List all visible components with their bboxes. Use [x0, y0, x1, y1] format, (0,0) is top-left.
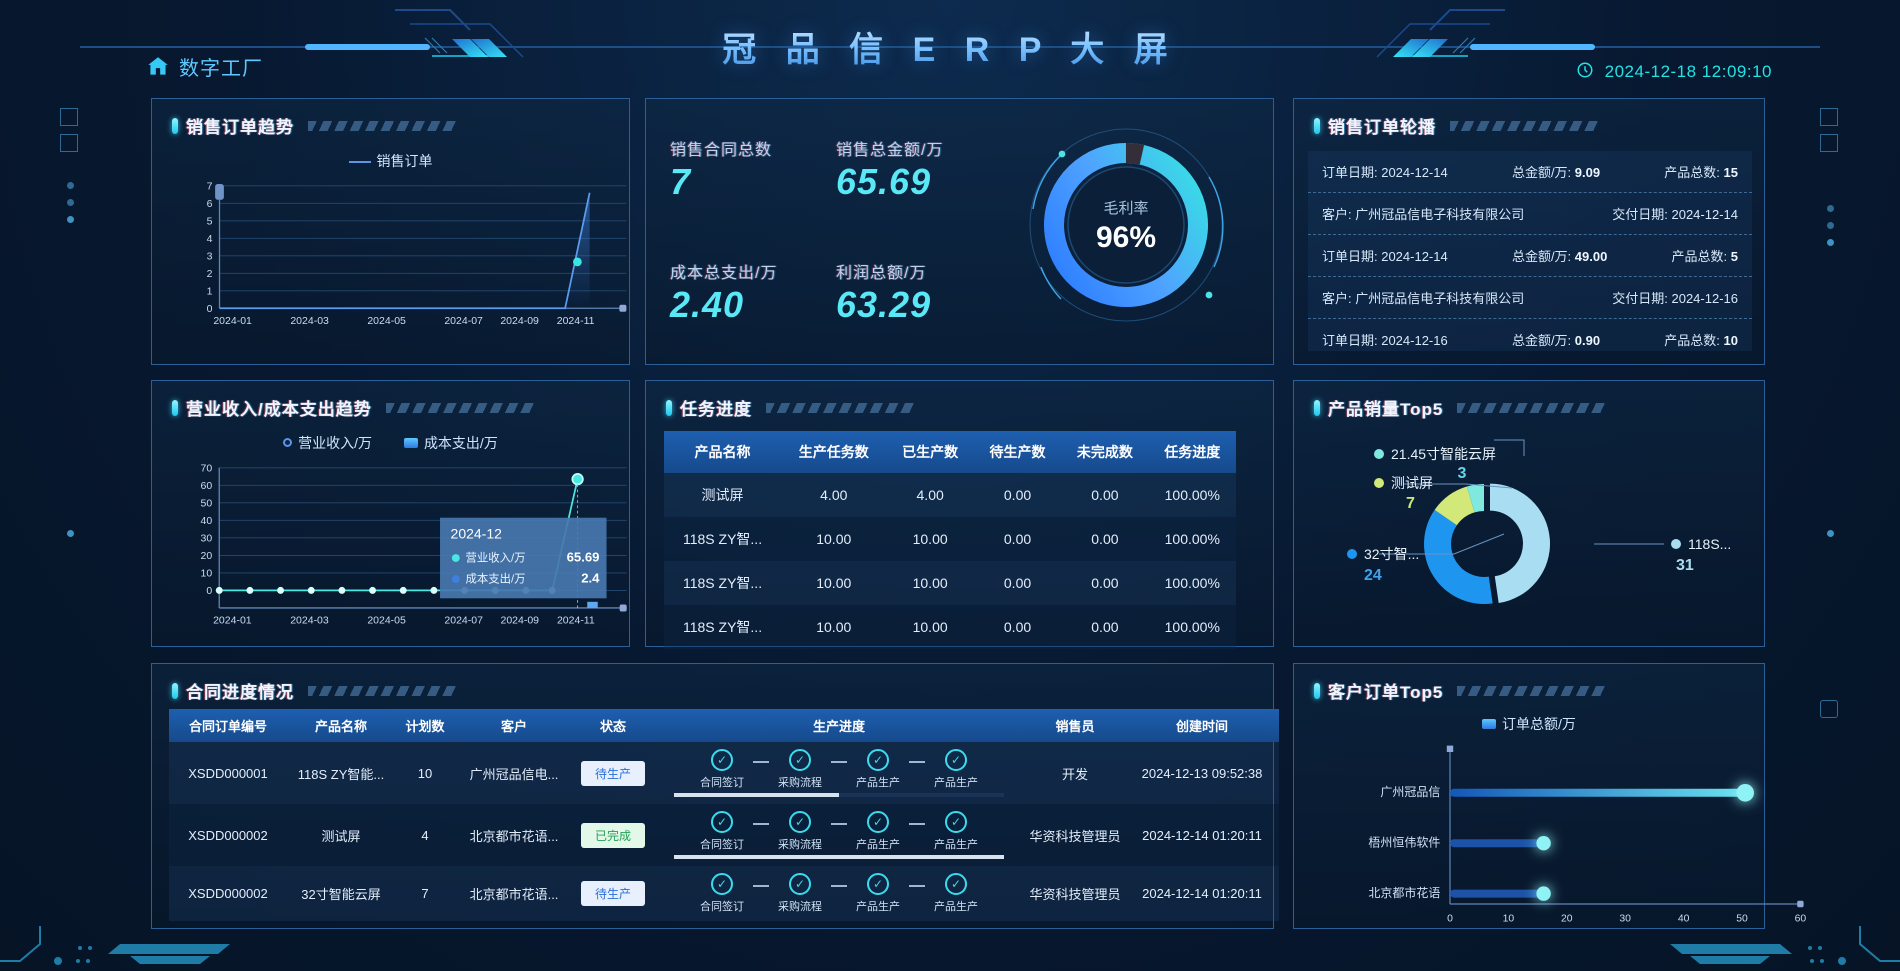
svg-text:50: 50 [1736, 914, 1748, 925]
svg-text:40: 40 [201, 515, 213, 527]
svg-text:毛利率: 毛利率 [1103, 200, 1148, 217]
svg-text:7: 7 [207, 180, 213, 192]
svg-text:2024-01: 2024-01 [213, 615, 252, 627]
svg-text:6: 6 [207, 198, 213, 210]
svg-text:0: 0 [207, 303, 213, 315]
svg-text:2024-05: 2024-05 [367, 315, 406, 327]
svg-text:60: 60 [201, 480, 213, 492]
svg-text:成本支出/万: 成本支出/万 [465, 572, 525, 586]
svg-text:2024-03: 2024-03 [290, 615, 329, 627]
svg-text:梧州恒伟软件: 梧州恒伟软件 [1368, 834, 1440, 849]
svg-text:0: 0 [1447, 914, 1453, 925]
svg-text:21.45寸智能云屏: 21.45寸智能云屏 [1391, 446, 1496, 462]
svg-text:60: 60 [1795, 914, 1807, 925]
svg-text:2024-07: 2024-07 [444, 615, 483, 627]
svg-text:0: 0 [206, 585, 212, 597]
svg-text:广州冠品信: 广州冠品信 [1380, 785, 1440, 799]
svg-text:30: 30 [201, 532, 213, 544]
svg-text:31: 31 [1676, 557, 1694, 574]
svg-text:4: 4 [207, 233, 213, 245]
svg-text:96%: 96% [1096, 221, 1156, 254]
svg-text:2024-09: 2024-09 [500, 615, 539, 627]
svg-text:北京都市花语: 北京都市花语 [1368, 885, 1440, 900]
svg-text:50: 50 [201, 497, 213, 509]
svg-text:24: 24 [1364, 567, 1382, 584]
svg-text:2024-11: 2024-11 [557, 615, 595, 627]
svg-text:40: 40 [1678, 914, 1690, 925]
svg-text:2024-01: 2024-01 [213, 315, 252, 327]
svg-text:2.4: 2.4 [581, 571, 600, 586]
svg-text:30: 30 [1619, 914, 1631, 925]
svg-text:7: 7 [1406, 495, 1415, 512]
svg-text:2024-07: 2024-07 [444, 315, 483, 327]
svg-text:20: 20 [201, 550, 213, 562]
svg-text:2024-11: 2024-11 [557, 315, 595, 327]
svg-text:营业收入/万: 营业收入/万 [465, 551, 525, 565]
svg-text:10: 10 [201, 567, 213, 579]
svg-text:10: 10 [1503, 914, 1515, 925]
svg-text:2024-12: 2024-12 [451, 526, 503, 542]
svg-text:65.69: 65.69 [567, 550, 600, 565]
svg-text:70: 70 [201, 462, 213, 474]
svg-text:20: 20 [1561, 914, 1573, 925]
svg-text:5: 5 [207, 215, 213, 227]
svg-text:2: 2 [207, 268, 213, 280]
svg-text:3: 3 [1458, 465, 1467, 482]
svg-text:1: 1 [207, 285, 213, 297]
svg-text:3: 3 [207, 250, 213, 262]
svg-text:2024-09: 2024-09 [500, 315, 539, 327]
svg-text:118S...: 118S... [1688, 536, 1731, 552]
svg-text:32寸智...: 32寸智... [1364, 546, 1419, 562]
svg-text:测试屏: 测试屏 [1391, 475, 1433, 491]
svg-text:2024-03: 2024-03 [290, 315, 329, 327]
svg-text:2024-05: 2024-05 [367, 615, 406, 627]
